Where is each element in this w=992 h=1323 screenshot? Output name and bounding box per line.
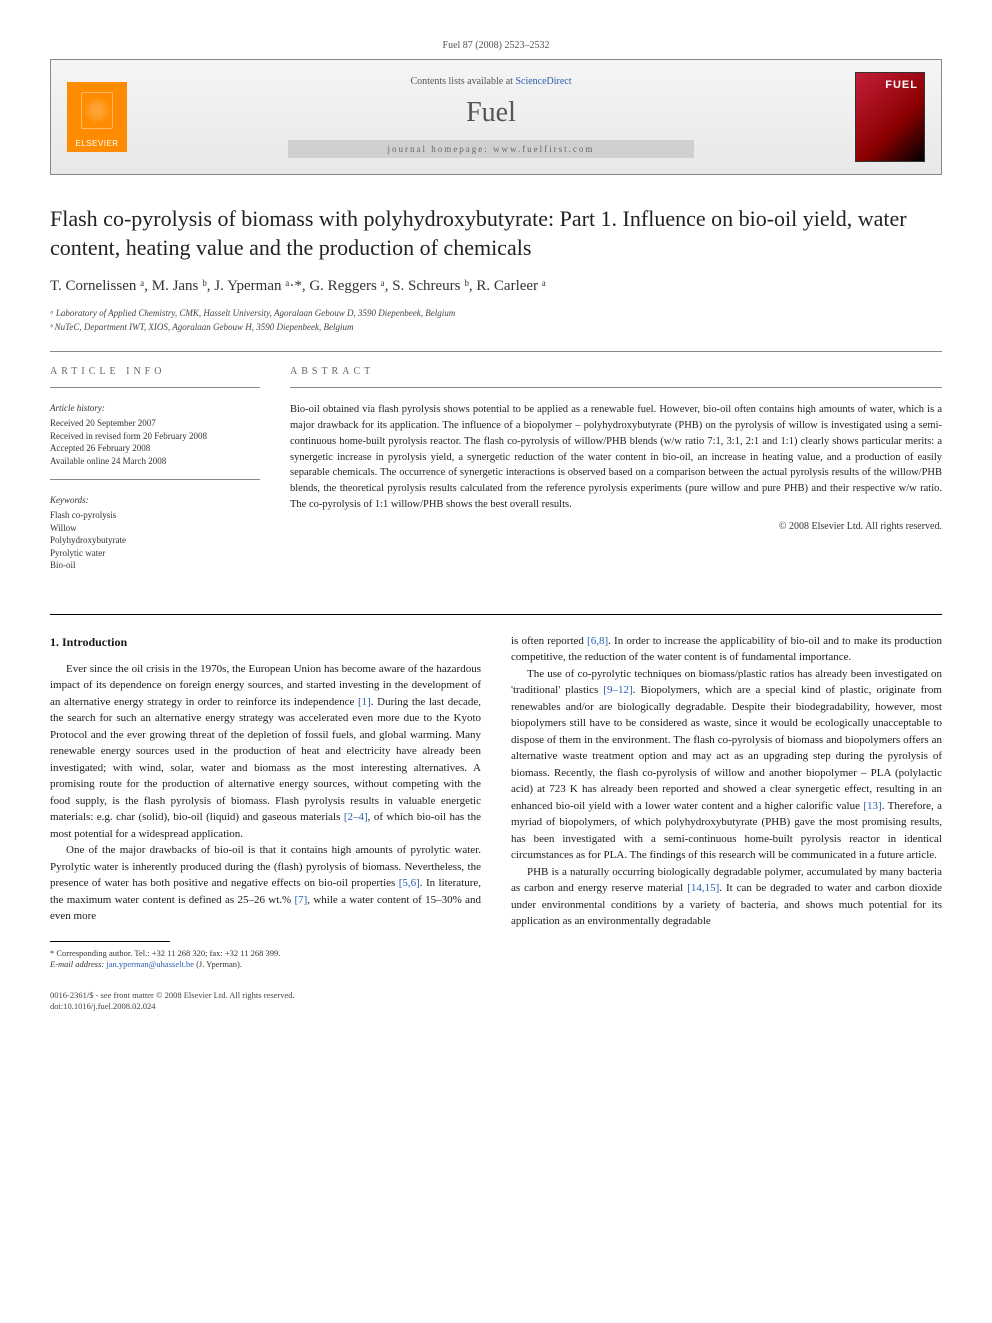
corr-email-line: E-mail address: jan.yperman@uhasselt.be …: [50, 959, 481, 970]
header-center: Contents lists available at ScienceDirec…: [127, 76, 855, 158]
corr-author-line: * Corresponding author. Tel.: +32 11 268…: [50, 948, 481, 959]
contents-prefix: Contents lists available at: [410, 76, 515, 87]
sciencedirect-link[interactable]: ScienceDirect: [515, 76, 571, 87]
keyword: Pyrolytic water: [50, 547, 260, 560]
history-revised: Received in revised form 20 February 200…: [50, 430, 260, 443]
section-title: Introduction: [62, 635, 127, 649]
body-paragraph: Ever since the oil crisis in the 1970s, …: [50, 661, 481, 843]
running-header: Fuel 87 (2008) 2523–2532: [50, 40, 942, 51]
keywords-block: Keywords: Flash co-pyrolysis Willow Poly…: [50, 494, 260, 572]
article-title: Flash co-pyrolysis of biomass with polyh…: [50, 205, 942, 262]
author-list: T. Cornelissen ᵃ, M. Jans ᵇ, J. Yperman …: [50, 278, 942, 295]
journal-homepage: journal homepage: www.fuelfirst.com: [288, 140, 695, 158]
journal-cover-thumbnail: [855, 72, 925, 162]
keyword: Willow: [50, 522, 260, 535]
footer-front-matter: 0016-2361/$ - see front matter © 2008 El…: [50, 990, 942, 1001]
abstract-text: Bio-oil obtained via flash pyrolysis sho…: [290, 402, 942, 512]
corr-email-link[interactable]: jan.yperman@uhasselt.be: [106, 959, 194, 969]
divider: [50, 387, 260, 388]
citation-link[interactable]: [9–12]: [603, 684, 632, 696]
keyword: Bio-oil: [50, 559, 260, 572]
divider: [50, 351, 942, 352]
body-paragraph: is often reported [6,8]. In order to inc…: [511, 633, 942, 666]
body-columns: 1. Introduction Ever since the oil crisi…: [50, 633, 942, 970]
section-heading: 1. Introduction: [50, 633, 481, 651]
citation-link[interactable]: [14,15]: [687, 882, 719, 894]
journal-header-box: ELSEVIER Contents lists available at Sci…: [50, 59, 942, 175]
affiliations: ᵃ Laboratory of Applied Chemistry, CMK, …: [50, 307, 942, 333]
email-label: E-mail address:: [50, 959, 104, 969]
section-number: 1.: [50, 635, 59, 649]
journal-name: Fuel: [127, 97, 855, 129]
history-label: Article history:: [50, 402, 260, 415]
footer-doi: doi:10.1016/j.fuel.2008.02.024: [50, 1001, 942, 1012]
email-suffix: (J. Yperman).: [196, 959, 242, 969]
affiliation-b: ᵇ NuTeC, Department IWT, XIOS, Agoralaan…: [50, 321, 942, 334]
citation-link[interactable]: [6,8]: [587, 635, 608, 647]
abstract-heading: ABSTRACT: [290, 366, 942, 377]
body-column-right: is often reported [6,8]. In order to inc…: [511, 633, 942, 970]
corresponding-author-footnote: * Corresponding author. Tel.: +32 11 268…: [50, 948, 481, 970]
keywords-label: Keywords:: [50, 494, 260, 507]
elsevier-logo-text: ELSEVIER: [75, 139, 118, 148]
divider: [290, 387, 942, 388]
citation-link[interactable]: [7]: [294, 894, 307, 906]
body-paragraph: PHB is a naturally occurring biologicall…: [511, 864, 942, 930]
keyword: Flash co-pyrolysis: [50, 509, 260, 522]
body-column-left: 1. Introduction Ever since the oil crisi…: [50, 633, 481, 970]
abstract-copyright: © 2008 Elsevier Ltd. All rights reserved…: [290, 521, 942, 532]
article-history-block: Article history: Received 20 September 2…: [50, 402, 260, 467]
divider: [50, 479, 260, 480]
body-paragraph: The use of co-pyrolytic techniques on bi…: [511, 666, 942, 864]
history-received: Received 20 September 2007: [50, 417, 260, 430]
affiliation-a: ᵃ Laboratory of Applied Chemistry, CMK, …: [50, 307, 942, 320]
citation-link[interactable]: [13]: [863, 800, 881, 812]
footnote-rule: [50, 941, 170, 942]
keyword: Polyhydroxybutyrate: [50, 534, 260, 547]
page-footer: 0016-2361/$ - see front matter © 2008 El…: [50, 990, 942, 1012]
citation-link[interactable]: [2–4]: [344, 811, 368, 823]
history-online: Available online 24 March 2008: [50, 455, 260, 468]
contents-list-line: Contents lists available at ScienceDirec…: [127, 76, 855, 87]
citation-link[interactable]: [5,6]: [399, 877, 420, 889]
elsevier-logo: ELSEVIER: [67, 82, 127, 152]
history-accepted: Accepted 26 February 2008: [50, 442, 260, 455]
citation-link[interactable]: [1]: [358, 696, 371, 708]
article-info-column: ARTICLE INFO Article history: Received 2…: [50, 366, 260, 584]
info-abstract-row: ARTICLE INFO Article history: Received 2…: [50, 366, 942, 584]
article-info-heading: ARTICLE INFO: [50, 366, 260, 377]
body-paragraph: One of the major drawbacks of bio-oil is…: [50, 842, 481, 925]
body-divider: [50, 614, 942, 615]
abstract-column: ABSTRACT Bio-oil obtained via flash pyro…: [290, 366, 942, 584]
